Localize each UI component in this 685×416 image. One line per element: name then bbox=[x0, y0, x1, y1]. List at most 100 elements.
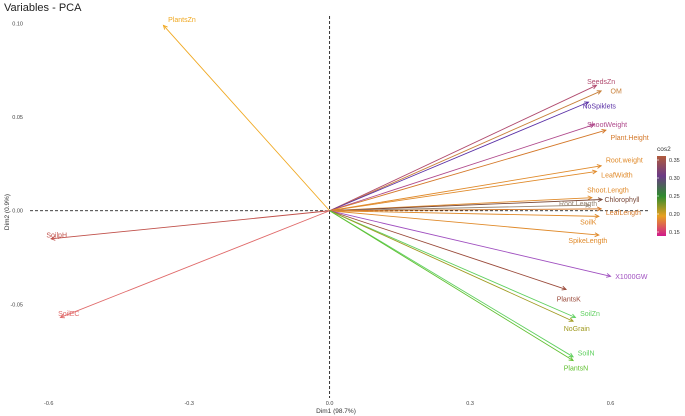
variable-label: Chlorophyll bbox=[604, 197, 639, 204]
variable-nograin: NoGrain bbox=[329, 210, 590, 333]
variable-arrow bbox=[329, 210, 574, 322]
variable-arrow bbox=[329, 210, 567, 290]
variable-spikelength: SpikeLength bbox=[329, 210, 607, 245]
variable-x1000gw: X1000GW bbox=[329, 210, 648, 281]
variable-arrow bbox=[51, 210, 330, 240]
variable-label: Shoot.Length bbox=[587, 188, 629, 195]
variable-label: PlantsN bbox=[564, 366, 589, 373]
variable-arrow bbox=[329, 210, 599, 217]
variable-soilec: SoilEC bbox=[58, 210, 330, 319]
variable-chlorophyll: Chlorophyll bbox=[329, 197, 640, 212]
variable-label: SoilK bbox=[580, 219, 597, 226]
cos2-legend: cos2 0.35 0.30 0.25 0.20 0.15 bbox=[657, 146, 680, 236]
x-axis-label: Dim1 (98.7%) bbox=[316, 408, 356, 415]
variable-shootweight: ShootWeight bbox=[329, 122, 627, 212]
variable-plantszn: PlantsZn bbox=[162, 17, 330, 212]
variable-arrowhead bbox=[585, 202, 591, 208]
variable-arrow bbox=[329, 210, 611, 277]
variable-arrow bbox=[329, 199, 603, 212]
variable-root-weight: Root.weight bbox=[329, 158, 643, 212]
variable-arrowhead bbox=[606, 273, 612, 278]
x-tick-label: -0.3 bbox=[184, 401, 193, 407]
variable-label: OM bbox=[611, 88, 622, 95]
variable-label: SoilEC bbox=[58, 311, 79, 318]
variable-om: OM bbox=[329, 88, 622, 212]
variable-arrowhead bbox=[570, 313, 577, 319]
legend-title: cos2 bbox=[657, 146, 671, 153]
x-tick-label: 0.0 bbox=[326, 401, 334, 407]
variable-soilzn: SoilZn bbox=[329, 210, 600, 319]
variable-arrow bbox=[329, 124, 595, 212]
variable-root-length: Root.Length bbox=[329, 201, 597, 212]
variable-arrowhead bbox=[589, 123, 596, 129]
variable-arrowhead bbox=[596, 90, 603, 95]
variable-arrowhead bbox=[59, 313, 65, 319]
legend-tick-label: 0.35 bbox=[669, 158, 680, 164]
variable-label: Root.weight bbox=[606, 158, 643, 165]
variable-soiln: SoilN bbox=[329, 210, 595, 358]
variable-label: ShootWeight bbox=[587, 122, 627, 129]
variable-arrow bbox=[329, 204, 590, 212]
variable-label: Root.Length bbox=[559, 201, 597, 208]
y-tick-label: 0.05 bbox=[12, 115, 23, 121]
variable-arrow bbox=[329, 165, 602, 212]
variable-soilk: SoilK bbox=[329, 210, 600, 226]
x-tick-label: -0.6 bbox=[44, 401, 53, 407]
variable-plantsn: PlantsN bbox=[329, 210, 589, 373]
variable-arrowhead bbox=[568, 356, 574, 362]
variable-arrow bbox=[60, 210, 330, 318]
variable-arrowhead bbox=[587, 195, 593, 201]
y-tick-label: 0.00 bbox=[12, 209, 23, 215]
variable-label: NoSpiklets bbox=[582, 103, 616, 110]
variable-arrowhead bbox=[568, 352, 574, 358]
variable-arrowhead bbox=[162, 24, 168, 30]
chart-title: Variables - PCA bbox=[4, 2, 82, 14]
variable-label: SeedsZn bbox=[587, 79, 615, 86]
x-tick-label: 0.6 bbox=[607, 401, 615, 407]
variable-arrow bbox=[329, 210, 574, 358]
variable-seedszn: SeedsZn bbox=[329, 79, 615, 212]
variable-label: Plant.Height bbox=[611, 135, 649, 142]
legend-tick-label: 0.30 bbox=[669, 176, 680, 182]
variable-arrowhead bbox=[597, 197, 604, 203]
variable-arrow bbox=[329, 210, 599, 236]
variable-arrow bbox=[329, 210, 576, 318]
variable-arrow bbox=[329, 170, 597, 212]
variable-label: NoGrain bbox=[564, 326, 590, 333]
variable-arrowhead bbox=[592, 169, 598, 175]
variable-label: PlantsZn bbox=[168, 17, 196, 24]
variable-arrow bbox=[329, 210, 574, 361]
variable-nospiklets: NoSpiklets bbox=[329, 101, 616, 212]
variable-arrow bbox=[329, 84, 597, 212]
variable-label: LeafLength bbox=[606, 210, 641, 217]
legend-tick-label: 0.15 bbox=[669, 230, 680, 236]
variable-arrowhead bbox=[596, 164, 603, 169]
variable-arrowhead bbox=[594, 232, 600, 238]
variable-arrowhead bbox=[591, 84, 598, 90]
variable-arrow bbox=[329, 101, 589, 212]
variable-label: PlantsK bbox=[557, 296, 581, 303]
variable-arrowhead bbox=[584, 101, 590, 106]
legend-tick-label: 0.25 bbox=[669, 194, 680, 200]
variable-arrowhead bbox=[50, 236, 56, 241]
variable-arrow bbox=[163, 25, 330, 212]
y-tick-label: -0.05 bbox=[10, 302, 23, 308]
y-tick-label: 0.10 bbox=[12, 21, 23, 27]
variable-label: LeafWidth bbox=[601, 173, 633, 180]
variable-arrowhead bbox=[561, 285, 568, 291]
variable-arrow bbox=[329, 90, 602, 212]
plot-area: -0.6 -0.3 0.0 0.3 0.6 -0.05 0.00 0.05 0.10 Plants… bbox=[10, 16, 649, 407]
variable-arrow bbox=[329, 208, 602, 212]
variable-leaflength: LeafLength bbox=[329, 206, 641, 217]
variable-label: SoilN bbox=[578, 351, 595, 358]
variable-arrowhead bbox=[594, 213, 600, 219]
legend-tick-label: 0.20 bbox=[669, 212, 680, 218]
variable-arrowhead bbox=[568, 317, 575, 322]
variable-label: SoilpH bbox=[46, 233, 67, 240]
x-tick-label: 0.3 bbox=[466, 401, 474, 407]
variable-arrowhead bbox=[596, 206, 603, 212]
legend-colorbar bbox=[657, 156, 666, 236]
y-axis-label: Dim2 (0.9%) bbox=[4, 194, 11, 230]
variable-plantsk: PlantsK bbox=[329, 210, 581, 303]
